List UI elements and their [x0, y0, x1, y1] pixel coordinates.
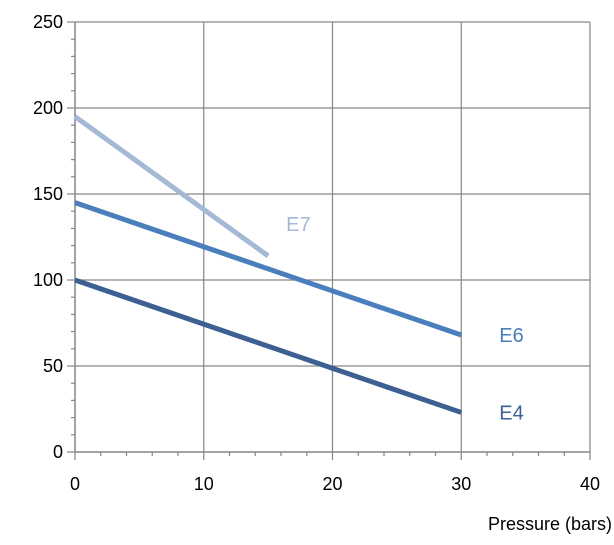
- series-label-e7: E7: [286, 214, 310, 236]
- series-label-e6: E6: [499, 325, 523, 347]
- series-line-e6: [74, 200, 463, 338]
- axes: [67, 21, 591, 460]
- y-tick-label: 250: [33, 12, 63, 32]
- x-tick-label: 20: [322, 474, 342, 494]
- gridlines: [75, 21, 591, 452]
- y-tick-label: 150: [33, 184, 63, 204]
- series-lines: [73, 114, 463, 415]
- tick-labels: 0 50 100 150 200 250 0 10 20 30 40: [33, 12, 600, 494]
- series-labels: E7 E6 E4: [286, 214, 524, 425]
- x-tick-label: 40: [580, 474, 600, 494]
- x-tick-label: 30: [451, 474, 471, 494]
- x-axis-label: Pressure (bars): [488, 514, 612, 534]
- x-tick-label: 10: [194, 474, 214, 494]
- series-line-e7: [73, 114, 270, 258]
- series-line-e4: [74, 277, 463, 415]
- series-label-e4: E4: [499, 402, 523, 424]
- y-tick-label: 50: [43, 356, 63, 376]
- y-tick-label: 200: [33, 98, 63, 118]
- y-tick-label: 0: [53, 442, 63, 462]
- y-tick-label: 100: [33, 270, 63, 290]
- x-tick-label: 0: [70, 474, 80, 494]
